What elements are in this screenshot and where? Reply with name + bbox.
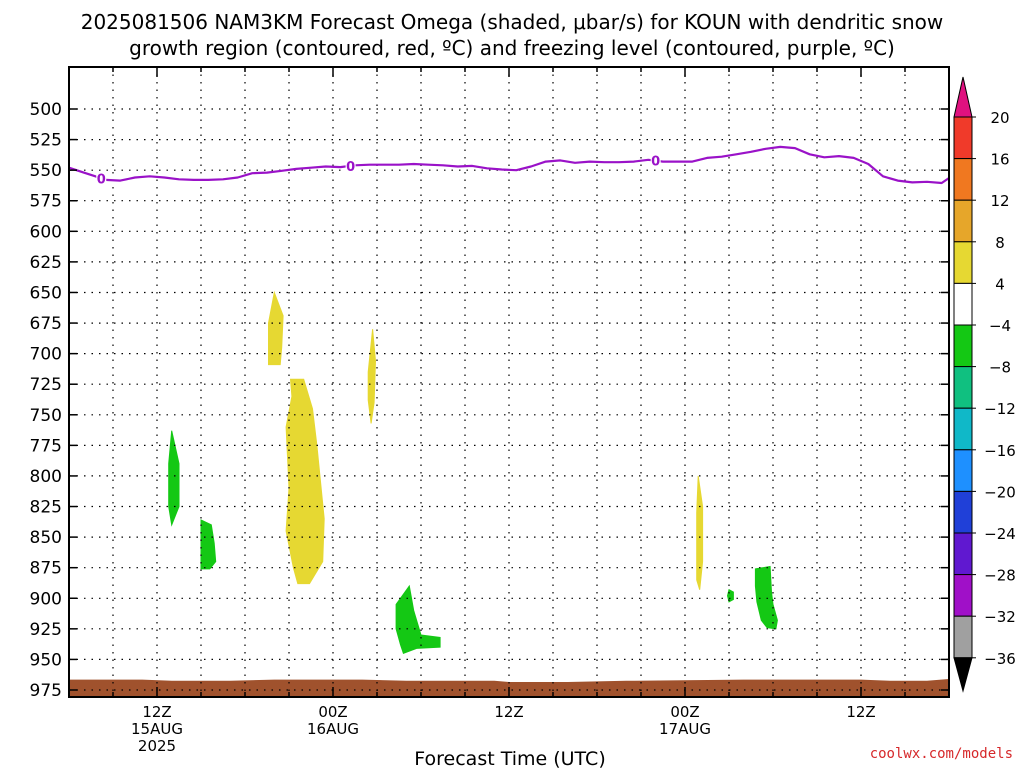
colorbar-cell-13	[953, 615, 973, 659]
colorbar-cell-10	[953, 490, 973, 534]
colorbar-cell-2	[953, 158, 973, 201]
colorbar-label-9: −20	[984, 483, 1016, 501]
freezing-level-contour: 0 0 0	[69, 145, 949, 187]
y-tick-label-625: 625	[30, 253, 62, 273]
y-tick-label-600: 600	[30, 222, 62, 242]
freezing-level-label-1: 0	[346, 160, 355, 175]
colorbar-cell-7	[953, 366, 973, 409]
colorbar-label-13: −36	[984, 650, 1016, 668]
x-tick-label-4-0: 12Z	[846, 703, 875, 721]
x-tick-label-1-1: 16AUG	[307, 720, 359, 738]
x-tick-label-0-0: 12Z	[142, 703, 171, 721]
y-axis: 500 525 550 575 600 625 650 675 700 725 750 775 800 8…	[30, 100, 949, 701]
colorbar-label-1: 16	[990, 151, 1009, 169]
colorbar-cell-1	[953, 116, 973, 160]
colorbar-cell-0	[953, 76, 973, 118]
y-tick-label-675: 675	[30, 314, 62, 334]
x-tick-label-3-1: 17AUG	[659, 720, 711, 738]
freezing-level-label-2: 0	[651, 155, 660, 170]
freezing-label-bg-0	[96, 171, 107, 186]
omega-region-7	[726, 588, 734, 603]
y-tick-label-650: 650	[30, 283, 62, 303]
x-tick-label-3-0: 00Z	[670, 703, 699, 721]
colorbar-cell-8	[953, 407, 973, 451]
colorbar-label-4: 4	[995, 275, 1005, 293]
x-tick-label-0-1: 15AUG	[131, 720, 183, 738]
y-tick-label-550: 550	[30, 161, 62, 181]
chart-title-line2: growth region (contoured, red, ºC) and f…	[129, 36, 895, 60]
y-tick-label-950: 950	[30, 650, 62, 670]
colorbar-cell-4	[953, 241, 973, 284]
y-tick-label-725: 725	[30, 375, 62, 395]
x-tick-label-1-0: 00Z	[318, 703, 347, 721]
colorbar-label-6: −8	[989, 359, 1011, 377]
y-tick-label-900: 900	[30, 589, 62, 609]
omega-region-3	[696, 475, 704, 590]
colorbar-cell-5	[953, 282, 973, 326]
freezing-level-label-0: 0	[97, 172, 106, 187]
omega-region-2	[285, 378, 325, 585]
watermark: coolwx.com/models	[870, 746, 1013, 762]
colorbar-cell-9	[953, 449, 973, 492]
x-axis-label: Forecast Time (UTC)	[414, 748, 605, 768]
colorbar-label-10: −24	[984, 525, 1016, 543]
y-tick-label-775: 775	[30, 436, 62, 456]
colorbar-cell-14	[953, 657, 973, 693]
chart-title-line1: 2025081506 NAM3KM Forecast Omega (shaded…	[81, 10, 944, 34]
y-tick-label-700: 700	[30, 345, 62, 365]
omega-region-5	[200, 519, 217, 570]
colorbar-label-7: −12	[984, 400, 1016, 418]
freezing-label-bg-2	[650, 153, 661, 168]
omega-region-1	[367, 329, 377, 424]
colorbar: 20 16 12 8 4 −4 −8 −12 −16 −20 −24 −28 −32 −36	[953, 76, 1016, 693]
colorbar-label-11: −28	[984, 567, 1016, 585]
freezing-label-bg-1	[345, 158, 356, 173]
x-tick-label-0-2: 2025	[138, 737, 176, 755]
omega-shaded-regions	[168, 290, 778, 654]
colorbar-cell-12	[953, 574, 973, 617]
omega-region-6	[395, 584, 441, 654]
y-tick-label-925: 925	[30, 620, 62, 640]
y-tick-label-850: 850	[30, 528, 62, 548]
y-tick-label-500: 500	[30, 100, 62, 120]
y-tick-label-800: 800	[30, 467, 62, 487]
colorbar-cell-11	[953, 532, 973, 576]
omega-region-0	[268, 290, 284, 366]
y-tick-label-525: 525	[30, 131, 62, 151]
colorbar-cell-3	[953, 199, 973, 243]
y-tick-label-875: 875	[30, 559, 62, 579]
colorbar-label-3: 8	[995, 234, 1005, 252]
grid-lines	[68, 67, 950, 697]
y-tick-label-975: 975	[30, 681, 62, 701]
colorbar-label-2: 12	[990, 192, 1009, 210]
y-tick-label-825: 825	[30, 498, 62, 518]
y-tick-label-575: 575	[30, 192, 62, 212]
omega-region-4	[168, 430, 180, 527]
colorbar-label-12: −32	[984, 608, 1016, 626]
colorbar-cell-6	[953, 324, 973, 368]
colorbar-label-5: −4	[989, 317, 1011, 335]
colorbar-label-0: 20	[990, 109, 1009, 127]
colorbar-label-8: −16	[984, 442, 1016, 460]
y-tick-label-750: 750	[30, 406, 62, 426]
x-tick-label-2-0: 12Z	[494, 703, 523, 721]
omega-region-8	[754, 565, 778, 630]
freezing-level-line	[69, 145, 949, 185]
